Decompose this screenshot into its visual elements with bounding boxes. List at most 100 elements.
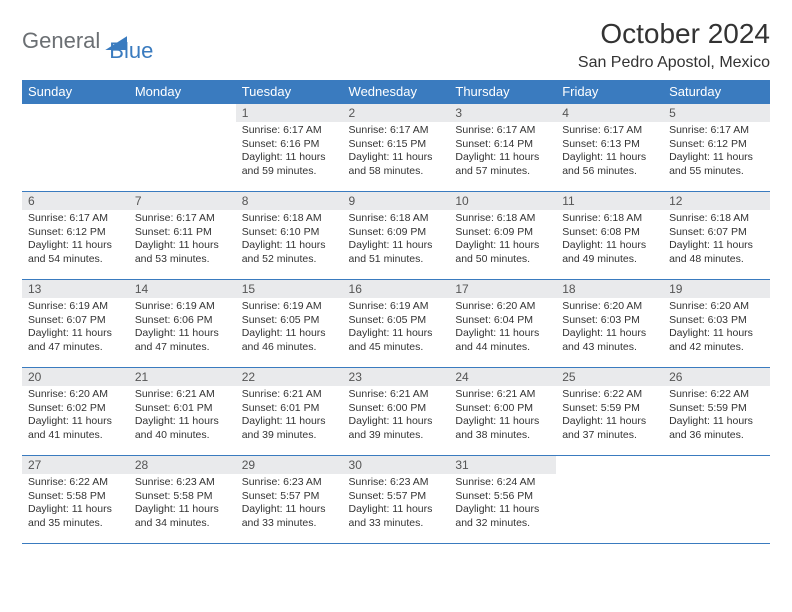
day-number: 7 [129,192,236,210]
calendar-cell: 12Sunrise: 6:18 AMSunset: 6:07 PMDayligh… [663,192,770,280]
day-header: Monday [129,80,236,104]
day-number: 19 [663,280,770,298]
day-number: 6 [22,192,129,210]
calendar-cell: .. [663,456,770,544]
day-header: Sunday [22,80,129,104]
day-details: Sunrise: 6:19 AMSunset: 6:07 PMDaylight:… [22,298,129,359]
day-number: 26 [663,368,770,386]
day-details: Sunrise: 6:17 AMSunset: 6:14 PMDaylight:… [449,122,556,183]
calendar-cell: 1Sunrise: 6:17 AMSunset: 6:16 PMDaylight… [236,104,343,192]
day-details: Sunrise: 6:17 AMSunset: 6:12 PMDaylight:… [22,210,129,271]
calendar-cell: 18Sunrise: 6:20 AMSunset: 6:03 PMDayligh… [556,280,663,368]
day-number: 1 [236,104,343,122]
day-details: Sunrise: 6:19 AMSunset: 6:06 PMDaylight:… [129,298,236,359]
calendar-cell: 23Sunrise: 6:21 AMSunset: 6:00 PMDayligh… [343,368,450,456]
day-number: 21 [129,368,236,386]
day-header: Thursday [449,80,556,104]
day-number: 16 [343,280,450,298]
day-details: Sunrise: 6:22 AMSunset: 5:59 PMDaylight:… [556,386,663,447]
day-details: Sunrise: 6:23 AMSunset: 5:57 PMDaylight:… [236,474,343,535]
calendar-cell: 11Sunrise: 6:18 AMSunset: 6:08 PMDayligh… [556,192,663,280]
day-details: Sunrise: 6:22 AMSunset: 5:59 PMDaylight:… [663,386,770,447]
logo: General Blue [22,18,153,64]
calendar-body: ....1Sunrise: 6:17 AMSunset: 6:16 PMDayl… [22,104,770,544]
day-number: 8 [236,192,343,210]
day-header: Saturday [663,80,770,104]
day-number: 31 [449,456,556,474]
day-details: Sunrise: 6:18 AMSunset: 6:07 PMDaylight:… [663,210,770,271]
calendar-cell: 27Sunrise: 6:22 AMSunset: 5:58 PMDayligh… [22,456,129,544]
day-number: 15 [236,280,343,298]
day-number: 23 [343,368,450,386]
calendar-cell: 31Sunrise: 6:24 AMSunset: 5:56 PMDayligh… [449,456,556,544]
day-number: 5 [663,104,770,122]
day-number: 11 [556,192,663,210]
day-details: Sunrise: 6:18 AMSunset: 6:10 PMDaylight:… [236,210,343,271]
day-details: Sunrise: 6:20 AMSunset: 6:04 PMDaylight:… [449,298,556,359]
calendar-cell: 29Sunrise: 6:23 AMSunset: 5:57 PMDayligh… [236,456,343,544]
day-number: 12 [663,192,770,210]
day-number: 18 [556,280,663,298]
page-header: General Blue October 2024 San Pedro Apos… [22,18,770,72]
day-details: Sunrise: 6:18 AMSunset: 6:08 PMDaylight:… [556,210,663,271]
day-number: 22 [236,368,343,386]
day-details: Sunrise: 6:23 AMSunset: 5:58 PMDaylight:… [129,474,236,535]
day-details: Sunrise: 6:17 AMSunset: 6:16 PMDaylight:… [236,122,343,183]
day-details: Sunrise: 6:20 AMSunset: 6:02 PMDaylight:… [22,386,129,447]
title-block: October 2024 San Pedro Apostol, Mexico [578,18,770,72]
day-details: Sunrise: 6:21 AMSunset: 6:01 PMDaylight:… [129,386,236,447]
calendar-head: SundayMondayTuesdayWednesdayThursdayFrid… [22,80,770,104]
calendar-table: SundayMondayTuesdayWednesdayThursdayFrid… [22,80,770,544]
calendar-cell: 15Sunrise: 6:19 AMSunset: 6:05 PMDayligh… [236,280,343,368]
day-number: 3 [449,104,556,122]
day-details: Sunrise: 6:17 AMSunset: 6:13 PMDaylight:… [556,122,663,183]
day-number: 25 [556,368,663,386]
day-details: Sunrise: 6:21 AMSunset: 6:01 PMDaylight:… [236,386,343,447]
logo-text-blue: Blue [109,38,153,64]
calendar-cell: 7Sunrise: 6:17 AMSunset: 6:11 PMDaylight… [129,192,236,280]
calendar-cell: .. [556,456,663,544]
day-number: 13 [22,280,129,298]
day-details: Sunrise: 6:20 AMSunset: 6:03 PMDaylight:… [663,298,770,359]
day-number: 2 [343,104,450,122]
calendar-cell: 28Sunrise: 6:23 AMSunset: 5:58 PMDayligh… [129,456,236,544]
day-header: Friday [556,80,663,104]
month-title: October 2024 [578,18,770,50]
calendar-cell: 30Sunrise: 6:23 AMSunset: 5:57 PMDayligh… [343,456,450,544]
calendar-cell: .. [22,104,129,192]
day-number: 10 [449,192,556,210]
day-number: 17 [449,280,556,298]
calendar-cell: 13Sunrise: 6:19 AMSunset: 6:07 PMDayligh… [22,280,129,368]
calendar-cell: 20Sunrise: 6:20 AMSunset: 6:02 PMDayligh… [22,368,129,456]
calendar-cell: 10Sunrise: 6:18 AMSunset: 6:09 PMDayligh… [449,192,556,280]
calendar-cell: 25Sunrise: 6:22 AMSunset: 5:59 PMDayligh… [556,368,663,456]
day-details: Sunrise: 6:24 AMSunset: 5:56 PMDaylight:… [449,474,556,535]
calendar-cell: 8Sunrise: 6:18 AMSunset: 6:10 PMDaylight… [236,192,343,280]
day-details: Sunrise: 6:18 AMSunset: 6:09 PMDaylight:… [343,210,450,271]
calendar-cell: 3Sunrise: 6:17 AMSunset: 6:14 PMDaylight… [449,104,556,192]
day-number: 14 [129,280,236,298]
day-number: 9 [343,192,450,210]
day-number: 4 [556,104,663,122]
day-details: Sunrise: 6:22 AMSunset: 5:58 PMDaylight:… [22,474,129,535]
calendar-cell: 17Sunrise: 6:20 AMSunset: 6:04 PMDayligh… [449,280,556,368]
calendar-cell: 22Sunrise: 6:21 AMSunset: 6:01 PMDayligh… [236,368,343,456]
day-header: Wednesday [343,80,450,104]
day-number: 28 [129,456,236,474]
day-details: Sunrise: 6:21 AMSunset: 6:00 PMDaylight:… [449,386,556,447]
day-details: Sunrise: 6:20 AMSunset: 6:03 PMDaylight:… [556,298,663,359]
calendar-cell: 14Sunrise: 6:19 AMSunset: 6:06 PMDayligh… [129,280,236,368]
calendar-cell: .. [129,104,236,192]
day-number: 29 [236,456,343,474]
day-number: 20 [22,368,129,386]
day-number: 27 [22,456,129,474]
day-details: Sunrise: 6:21 AMSunset: 6:00 PMDaylight:… [343,386,450,447]
calendar-cell: 6Sunrise: 6:17 AMSunset: 6:12 PMDaylight… [22,192,129,280]
logo-text-general: General [22,28,100,54]
day-details: Sunrise: 6:17 AMSunset: 6:11 PMDaylight:… [129,210,236,271]
calendar-cell: 9Sunrise: 6:18 AMSunset: 6:09 PMDaylight… [343,192,450,280]
day-number: 24 [449,368,556,386]
calendar-cell: 2Sunrise: 6:17 AMSunset: 6:15 PMDaylight… [343,104,450,192]
calendar-cell: 26Sunrise: 6:22 AMSunset: 5:59 PMDayligh… [663,368,770,456]
day-details: Sunrise: 6:17 AMSunset: 6:12 PMDaylight:… [663,122,770,183]
